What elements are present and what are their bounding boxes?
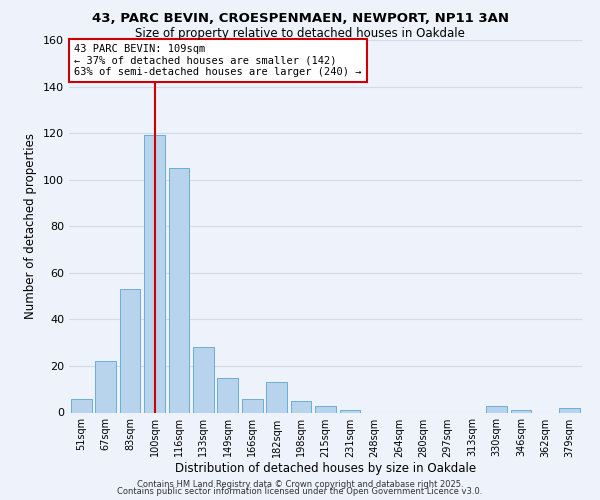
Text: Size of property relative to detached houses in Oakdale: Size of property relative to detached ho… — [135, 28, 465, 40]
Bar — [511, 410, 532, 412]
Text: Contains public sector information licensed under the Open Government Licence v3: Contains public sector information licen… — [118, 488, 482, 496]
X-axis label: Distribution of detached houses by size in Oakdale: Distribution of detached houses by size … — [175, 462, 476, 475]
Bar — [266, 382, 287, 412]
Bar — [242, 398, 263, 412]
Bar — [217, 378, 238, 412]
Bar — [169, 168, 190, 412]
Text: 43 PARC BEVIN: 109sqm
← 37% of detached houses are smaller (142)
63% of semi-det: 43 PARC BEVIN: 109sqm ← 37% of detached … — [74, 44, 362, 77]
Bar — [95, 362, 116, 412]
Bar — [193, 348, 214, 412]
Text: 43, PARC BEVIN, CROESPENMAEN, NEWPORT, NP11 3AN: 43, PARC BEVIN, CROESPENMAEN, NEWPORT, N… — [91, 12, 509, 26]
Bar — [71, 398, 92, 412]
Bar — [119, 289, 140, 412]
Bar — [340, 410, 361, 412]
Bar — [559, 408, 580, 412]
Bar — [315, 406, 336, 412]
Bar — [486, 406, 507, 412]
Bar — [290, 401, 311, 412]
Text: Contains HM Land Registry data © Crown copyright and database right 2025.: Contains HM Land Registry data © Crown c… — [137, 480, 463, 489]
Bar — [144, 136, 165, 412]
Y-axis label: Number of detached properties: Number of detached properties — [25, 133, 37, 320]
